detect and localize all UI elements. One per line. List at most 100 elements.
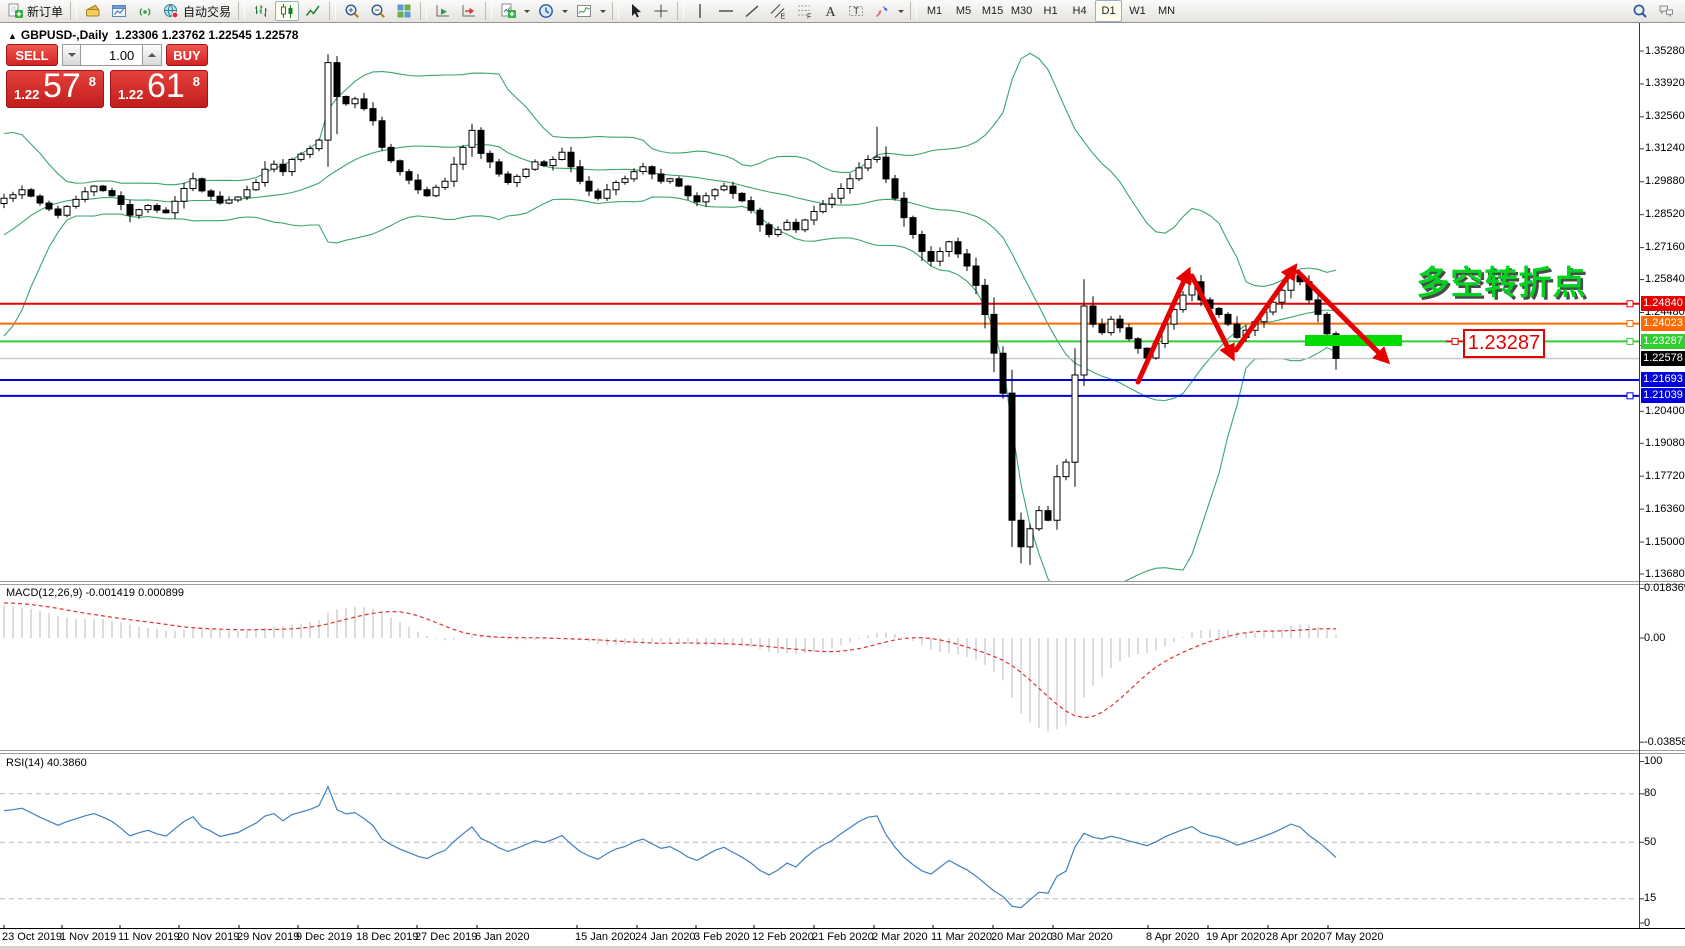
new-order-icon (8, 3, 23, 18)
macd-axis--0.038585: -0.038585 (1644, 735, 1685, 748)
timeframe-h1[interactable]: H1 (1043, 5, 1058, 17)
rsi-value: 40.3860 (46, 757, 87, 769)
indicators-button[interactable] (572, 1, 596, 21)
new-order-button[interactable]: 新订单 (3, 1, 66, 21)
line-handle[interactable] (1626, 300, 1634, 308)
arrows-button-dropdown[interactable] (895, 1, 906, 21)
zoom-out-button[interactable] (366, 1, 390, 21)
candlestick-chart-button[interactable] (275, 1, 300, 21)
periods-button[interactable] (534, 1, 558, 21)
wallet-button[interactable] (81, 1, 105, 21)
sell-price-big: 57 (43, 70, 81, 105)
callout-handle[interactable] (1451, 337, 1459, 345)
buy-price-big: 61 (147, 70, 185, 105)
timeframe-m15[interactable]: M15 (981, 5, 1004, 17)
line-handle[interactable] (1626, 320, 1634, 328)
price-label-1.23287: 1.23287 (1641, 333, 1685, 349)
signals-button[interactable] (133, 1, 157, 21)
timeframe-d1[interactable]: D1 (1095, 0, 1123, 22)
toolbar-separator (70, 2, 78, 20)
timeframe-w1[interactable]: W1 (1129, 5, 1146, 17)
chart-symbol-header: ▲ GBPUSD-,Daily 1.23306 1.23762 1.22545 1… (8, 28, 298, 42)
date-label: 8 Apr 2020 (1146, 931, 1200, 943)
volume-input[interactable]: 1.00 (81, 44, 143, 66)
zigzag-segment[interactable] (1189, 273, 1235, 362)
turning-point-annotation[interactable]: 多空转折点 (1416, 264, 1587, 301)
zoom-out-icon (371, 4, 386, 18)
line-handle[interactable] (1626, 337, 1634, 345)
current-price-label: 1.22578 (1641, 351, 1685, 367)
sell-button[interactable]: SELL (6, 44, 58, 66)
cursor-button[interactable] (623, 1, 647, 21)
macd-title: MACD(12,26,9) -0.001419 0.000899 (6, 587, 184, 599)
tile-windows-button[interactable] (392, 1, 416, 21)
rsi-panel[interactable] (0, 785, 1639, 909)
arrows-icon (876, 6, 888, 17)
arrows-button[interactable] (870, 1, 894, 21)
chart-shift-button[interactable] (457, 1, 481, 21)
main-chart-panel[interactable] (0, 52, 1639, 599)
macd-signal-value: 0.000899 (138, 587, 184, 599)
market-watch-button[interactable] (107, 1, 131, 21)
vertical-line-button[interactable] (688, 1, 712, 21)
price-label-1.21693: 1.21693 (1641, 372, 1685, 388)
timeframe-h4[interactable]: H4 (1072, 5, 1087, 17)
main-toolbar: 新订单 自动交易 E F A T M1 M5 M15 M30 H1 H4 D1 W1 MN (0, 0, 1685, 23)
chart-shift-icon (462, 5, 476, 17)
search-button[interactable] (1628, 1, 1652, 21)
support-zone-rect[interactable] (1305, 335, 1402, 346)
bull-candles (0, 62, 1295, 548)
toolbar-separator (677, 2, 685, 20)
line-handle[interactable] (1626, 392, 1634, 400)
rsi-axis-15: 15 (1644, 892, 1657, 905)
periods-button-dropdown[interactable] (559, 1, 570, 21)
zoom-in-icon (345, 4, 360, 18)
bar-chart-button[interactable] (249, 1, 273, 21)
equidistant-channel-button[interactable]: E (766, 1, 790, 21)
price-tick-1.25840: 1.25840 (1645, 273, 1685, 286)
zigzag-segment[interactable] (1135, 266, 1192, 385)
text-button[interactable]: A (818, 1, 842, 21)
new-chart-button-dropdown[interactable] (521, 1, 532, 21)
crosshair-button[interactable] (649, 1, 673, 21)
buy-button[interactable]: BUY (165, 44, 208, 66)
signal-icon (139, 8, 151, 16)
zigzag-arrows[interactable] (1135, 263, 1391, 385)
zigzag-segment[interactable] (1233, 263, 1298, 353)
price-tick-1.15000: 1.15000 (1645, 535, 1685, 548)
text-label-button[interactable]: T (844, 1, 868, 21)
trendline-button[interactable] (740, 1, 764, 21)
zigzag-segment[interactable] (1295, 269, 1391, 365)
timeframe-mn[interactable]: MN (1157, 5, 1176, 17)
new-chart-button[interactable] (496, 1, 520, 21)
timeframe-m1[interactable]: M1 (926, 5, 943, 17)
indicators-button-dropdown[interactable] (597, 1, 608, 21)
zoom-in-button[interactable] (340, 1, 364, 21)
price-label-1.24023: 1.24023 (1641, 316, 1685, 332)
sell-price-prefix: 1.22 (14, 87, 40, 102)
autotrading-button[interactable]: 自动交易 (159, 1, 234, 21)
horizontal-line-button[interactable] (714, 1, 738, 21)
timeframe-m5[interactable]: M5 (955, 5, 972, 17)
fibonacci-button[interactable]: F (792, 1, 816, 21)
buy-price-prefix: 1.22 (118, 87, 144, 102)
date-label: 11 Nov 2019 (118, 931, 180, 943)
toolbar-separator (238, 2, 246, 20)
date-label: 9 Dec 2019 (296, 931, 353, 943)
macd-panel[interactable] (3, 602, 1337, 732)
volume-decrease-button[interactable] (61, 44, 82, 66)
horizontal-level-lines[interactable] (0, 300, 1639, 400)
auto-scroll-button[interactable] (431, 1, 455, 21)
line-chart-button[interactable] (301, 1, 325, 21)
buy-price-panel[interactable]: 1.22 61 8 (110, 70, 208, 108)
price-tick-1.33920: 1.33920 (1645, 77, 1685, 90)
tiles-icon (397, 4, 411, 18)
date-label: 19 Apr 2020 (1206, 931, 1266, 943)
community-button[interactable] (1654, 1, 1678, 21)
volume-increase-button[interactable] (142, 44, 162, 66)
price-callout-label[interactable]: 1.23287 (1463, 329, 1545, 358)
sell-price-panel[interactable]: 1.22 57 8 (6, 70, 104, 108)
crosshair-icon (654, 4, 668, 18)
timeframe-m30[interactable]: M30 (1010, 5, 1033, 17)
